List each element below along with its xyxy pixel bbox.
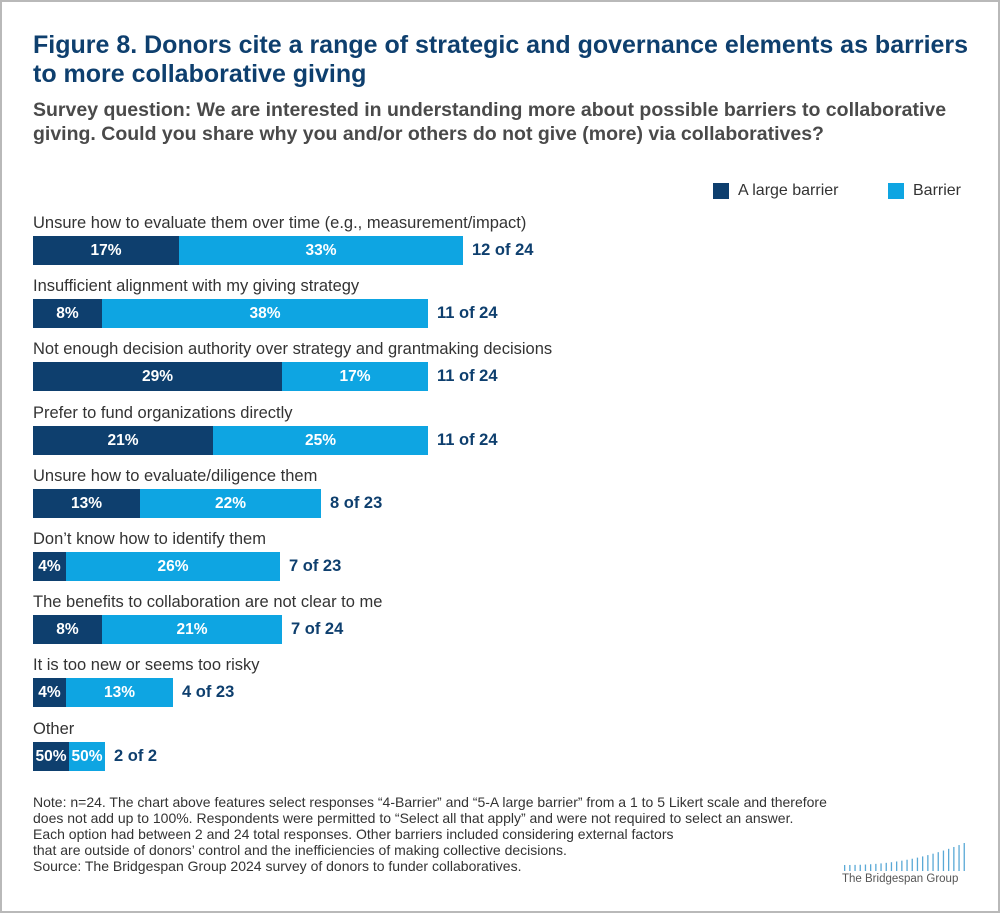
logo-bar-mark: [911, 858, 913, 871]
category-label: Other: [33, 720, 75, 738]
source-line: Source: The Bridgespan Group 2024 survey…: [33, 858, 522, 874]
bar-barrier: 26%: [66, 552, 280, 581]
legend-label-barrier: Barrier: [913, 182, 962, 199]
legend-item-large: A large barrier: [713, 182, 839, 200]
logo-bar-mark: [870, 864, 872, 871]
bar-large-barrier: 8%: [33, 299, 102, 328]
logo-bar-mark: [901, 860, 903, 871]
legend-swatch-barrier: [888, 183, 904, 199]
note-line: that are outside of donors’ control and …: [33, 842, 567, 858]
bar-total-label: 2 of 2: [114, 747, 158, 765]
bar-total-label: 12 of 24: [472, 241, 534, 259]
bar-barrier: 13%: [66, 678, 173, 707]
logo-bar-mark: [906, 859, 908, 871]
logo-bar-mark: [963, 843, 965, 871]
category-label: It is too new or seems too risky: [33, 656, 260, 674]
bar-total-label: 4 of 23: [182, 683, 235, 701]
logo-bar-mark: [937, 852, 939, 871]
bar-large-barrier: 21%: [33, 426, 213, 455]
bar-large-barrier: 4%: [33, 552, 66, 581]
logo-bar-mark: [890, 862, 893, 871]
logo-bar-mark: [916, 857, 919, 871]
logo-bar-mark: [854, 864, 856, 871]
bar-total-label: 11 of 24: [437, 367, 498, 385]
bar-barrier: 21%: [102, 615, 282, 644]
legend-item-barrier: Barrier: [888, 182, 961, 200]
note-line: Each option had between 2 and 24 total r…: [33, 826, 674, 842]
category-label: Insufficient alignment with my giving st…: [33, 277, 360, 295]
logo-bar-mark: [844, 865, 846, 871]
chart-note: Note: n=24. The chart above features sel…: [33, 794, 973, 874]
bar-barrier: 25%: [213, 426, 428, 455]
note-line: Note: n=24. The chart above features sel…: [33, 794, 827, 810]
category-label: Not enough decision authority over strat…: [33, 340, 553, 358]
logo-bar-mark: [849, 864, 851, 871]
bar-barrier: 33%: [179, 236, 463, 265]
logo-bar-mark: [948, 848, 950, 871]
bar-large-barrier: 29%: [33, 362, 282, 391]
chart-title: Figure 8. Donors cite a range of strateg…: [33, 31, 969, 88]
logo-bar-mark: [942, 850, 945, 871]
bar-large-barrier: 4%: [33, 678, 66, 707]
logo-bar-mark: [896, 861, 898, 871]
logo-bar-mark: [859, 864, 861, 871]
bar-total-label: 8 of 23: [330, 494, 383, 512]
category-label: Unsure how to evaluate them over time (e…: [33, 214, 527, 232]
bar-total-label: 7 of 23: [289, 557, 342, 575]
bar-large-barrier: 17%: [33, 236, 179, 265]
logo-bar-mark: [927, 855, 929, 871]
bar-total-label: 11 of 24: [437, 304, 498, 322]
logo-bar-mark: [958, 845, 960, 871]
logo-text: The Bridgespan Group: [842, 873, 959, 885]
bar-total-label: 11 of 24: [437, 431, 498, 449]
bar-barrier: 17%: [282, 362, 428, 391]
category-label: Don’t know how to identify them: [33, 530, 266, 548]
legend-swatch-large: [713, 183, 729, 199]
bar-large-barrier: 13%: [33, 489, 140, 518]
chart-subtitle: Survey question: We are interested in un…: [33, 99, 947, 145]
category-label: Unsure how to evaluate/diligence them: [33, 467, 318, 485]
bar-barrier: 22%: [140, 489, 321, 518]
logo-bar-mark: [885, 862, 887, 871]
category-label: Prefer to fund organizations directly: [33, 404, 293, 422]
logo-bar-mark: [864, 864, 867, 871]
note-line: does not add up to 100%. Respondents wer…: [33, 810, 794, 826]
logo-bar-mark: [875, 863, 877, 871]
bar-total-label: 7 of 24: [291, 620, 344, 638]
bar-large-barrier: 50%: [33, 742, 69, 771]
logo-bar-mark: [953, 846, 955, 871]
bar-barrier: 38%: [102, 299, 428, 328]
legend-label-large: A large barrier: [738, 182, 839, 199]
logo-bars-graphic: [844, 843, 965, 871]
bridgespan-logo: The Bridgespan Group: [842, 842, 972, 887]
bar-barrier: 50%: [69, 742, 105, 771]
logo-bar-mark: [880, 863, 882, 871]
bar-large-barrier: 8%: [33, 615, 102, 644]
logo-bar-mark: [932, 853, 934, 871]
category-label: The benefits to collaboration are not cl…: [33, 593, 383, 611]
logo-bar-mark: [922, 856, 924, 871]
